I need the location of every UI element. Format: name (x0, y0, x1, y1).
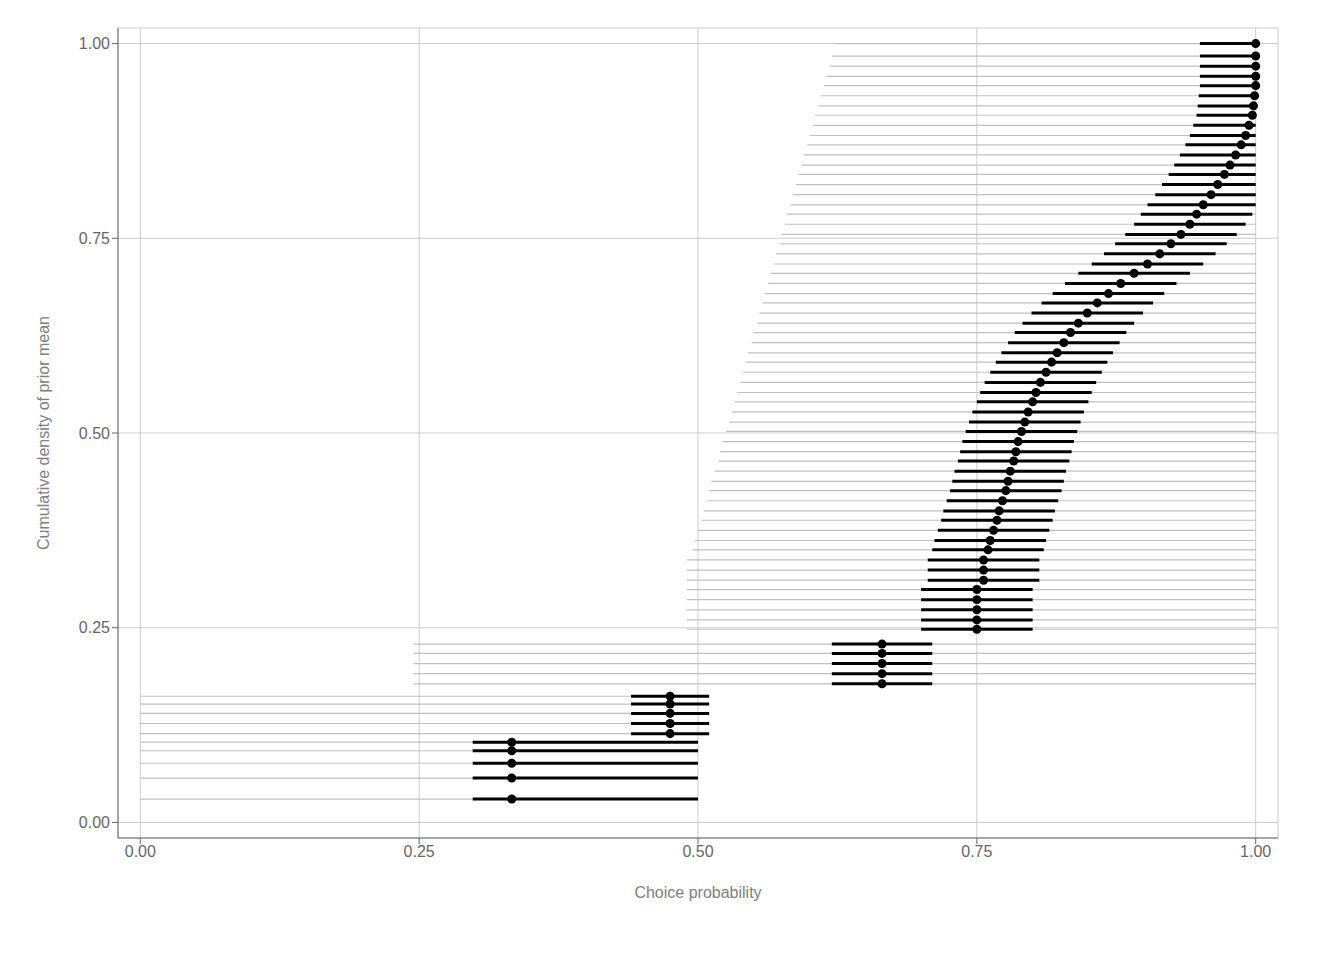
svg-text:1.00: 1.00 (1240, 843, 1271, 860)
svg-text:0.50: 0.50 (79, 425, 110, 442)
svg-text:0.00: 0.00 (79, 814, 110, 831)
svg-text:Cumulative density of prior me: Cumulative density of prior mean (35, 316, 52, 550)
svg-text:0.25: 0.25 (79, 619, 110, 636)
svg-text:0.00: 0.00 (125, 843, 156, 860)
svg-text:0.75: 0.75 (961, 843, 992, 860)
svg-text:0.75: 0.75 (79, 230, 110, 247)
svg-text:1.00: 1.00 (79, 35, 110, 52)
svg-text:0.25: 0.25 (404, 843, 435, 860)
svg-text:0.50: 0.50 (682, 843, 713, 860)
svg-text:Choice probability: Choice probability (634, 884, 761, 901)
